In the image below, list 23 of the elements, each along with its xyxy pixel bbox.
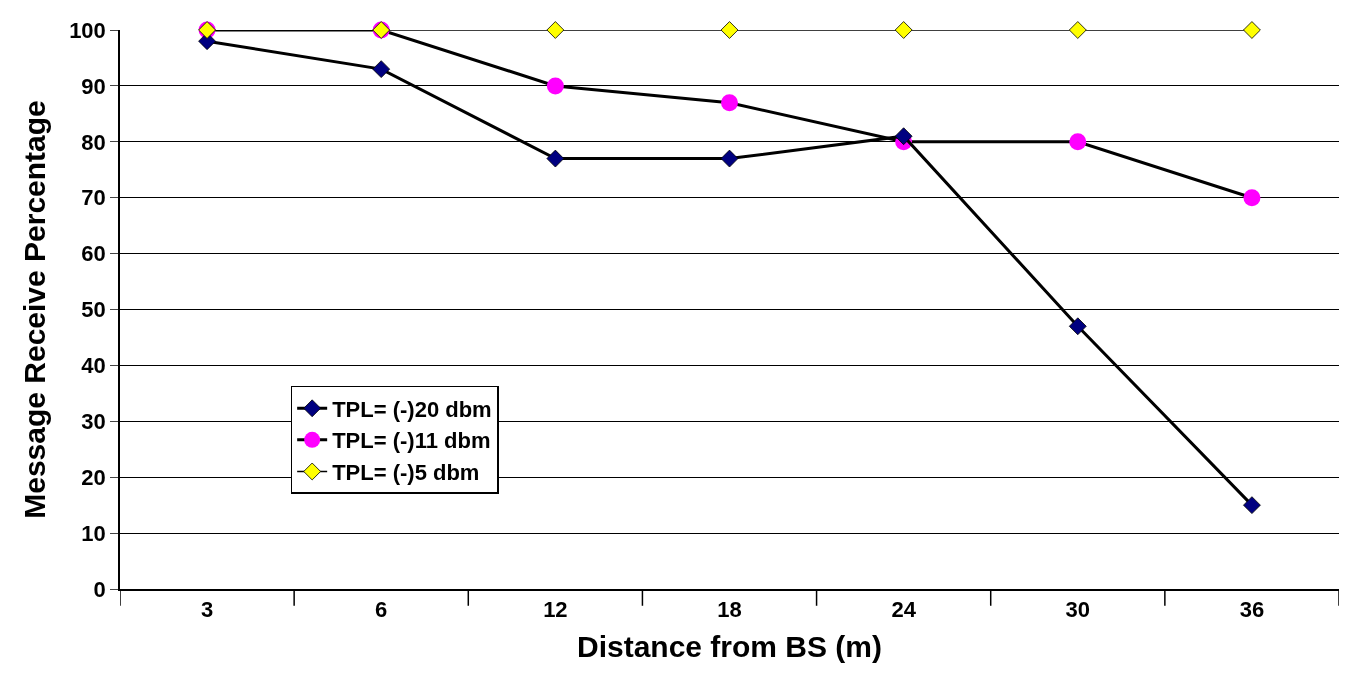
x-tick-label: 12: [543, 597, 568, 623]
y-tick-label: 0: [93, 576, 106, 602]
y-tick-label: 60: [81, 241, 106, 267]
y-axis-title: Message Receive Percentage: [17, 100, 51, 519]
x-axis-title: Distance from BS (m): [576, 630, 883, 664]
y-tick-label: 100: [69, 17, 106, 43]
x-tick-label: 6: [375, 597, 388, 623]
x-tick-label: 3: [200, 597, 214, 623]
y-tick-label: 30: [81, 409, 106, 434]
y-tick-label: 10: [81, 520, 106, 546]
legend-label: TPL= (-)20 dbm: [332, 396, 492, 422]
x-tick-label: 36: [1239, 597, 1265, 623]
x-tick-label: 30: [1065, 597, 1091, 623]
legend-label: TPL= (-)11 dbm: [332, 428, 491, 454]
y-tick-label: 70: [81, 185, 106, 211]
y-tick-label: 40: [81, 353, 106, 379]
y-tick-label: 90: [81, 73, 106, 99]
legend-label: TPL= (-)5 dbm: [332, 460, 480, 486]
y-tick-label: 50: [81, 297, 106, 323]
x-tick-label: 18: [717, 597, 742, 623]
y-tick-label: 80: [81, 129, 106, 155]
y-tick-label: 20: [81, 464, 106, 490]
x-tick-label: 24: [891, 597, 917, 623]
